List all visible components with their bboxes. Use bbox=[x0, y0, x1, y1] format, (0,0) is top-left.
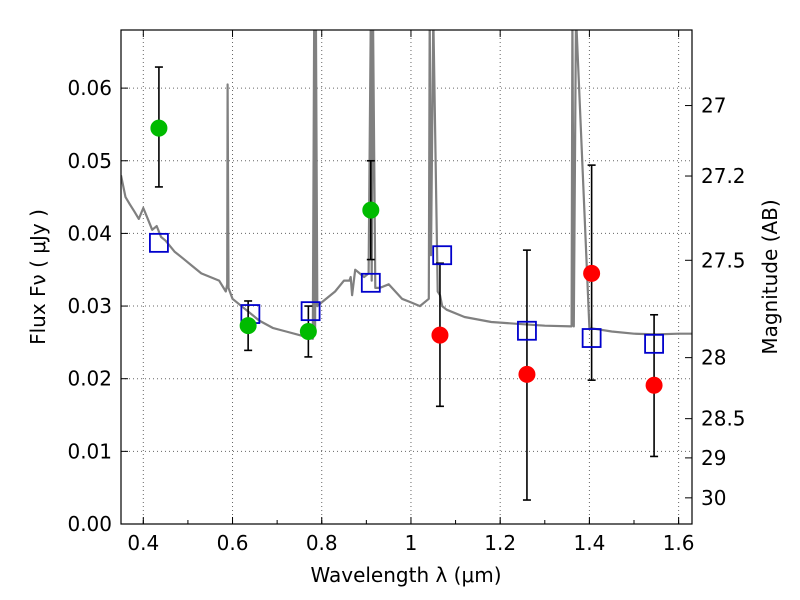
data-point-marker bbox=[150, 119, 168, 137]
plot-background bbox=[121, 30, 692, 524]
model-spectrum-line bbox=[121, 30, 692, 340]
tick-labels: 0.4 0.6 0.8 1 1.2 1.4 1.6 0.00 0.01 0.02 0.03 0.04 0… bbox=[67, 76, 745, 555]
x-tick-label: 0.8 bbox=[306, 531, 338, 555]
y-tick-label: 0.05 bbox=[67, 149, 112, 173]
model-square-marker bbox=[581, 328, 602, 348]
x-tick-label: 1.2 bbox=[484, 531, 516, 555]
right-tick-label: 30 bbox=[701, 486, 726, 510]
right-tick-label: 29 bbox=[701, 446, 726, 470]
model-square-marker bbox=[149, 232, 169, 253]
x-tick-label: 0.6 bbox=[217, 531, 249, 555]
axis-ticks bbox=[121, 30, 692, 525]
data-point-marker bbox=[645, 376, 663, 394]
right-axis-title: Magnitude (AB) bbox=[758, 199, 782, 354]
model-square-marker bbox=[360, 272, 381, 293]
right-tick-label: 28.5 bbox=[701, 407, 746, 431]
y-tick-label: 0.04 bbox=[67, 221, 112, 245]
x-tick-label: 1.6 bbox=[663, 531, 695, 555]
y-tick-label: 0.06 bbox=[67, 76, 112, 100]
y-axis-title: Flux Fν ( μJy ) bbox=[26, 209, 50, 345]
data-point-marker bbox=[299, 322, 317, 340]
right-tick-label: 27.5 bbox=[701, 248, 746, 272]
model-square-marker bbox=[517, 320, 537, 341]
plot-frame bbox=[120, 29, 693, 525]
data-point-marker bbox=[518, 365, 536, 383]
data-point-marker bbox=[431, 326, 449, 344]
data-point-marker bbox=[583, 264, 601, 282]
x-tick-label: 0.4 bbox=[127, 531, 159, 555]
x-axis-title: Wavelength λ (μm) bbox=[310, 563, 501, 587]
y-tick-label: 0.02 bbox=[67, 367, 112, 391]
model-spectrum-layer bbox=[121, 30, 692, 340]
x-tick-label: 1 bbox=[405, 531, 418, 555]
y-tick-label: 0.01 bbox=[67, 439, 112, 463]
data-markers bbox=[149, 119, 664, 394]
data-point-marker bbox=[239, 317, 257, 335]
right-tick-label: 27 bbox=[701, 94, 726, 118]
model-square-marker bbox=[300, 301, 321, 322]
data-point-marker bbox=[362, 201, 380, 219]
right-tick-label: 27.2 bbox=[701, 164, 746, 188]
right-tick-label: 28 bbox=[701, 346, 726, 370]
x-tick-label: 1.4 bbox=[573, 531, 605, 555]
y-tick-label: 0.03 bbox=[67, 294, 112, 318]
model-square-marker bbox=[644, 333, 664, 354]
model-square-marker bbox=[432, 245, 453, 266]
y-tick-label: 0.00 bbox=[67, 512, 112, 536]
